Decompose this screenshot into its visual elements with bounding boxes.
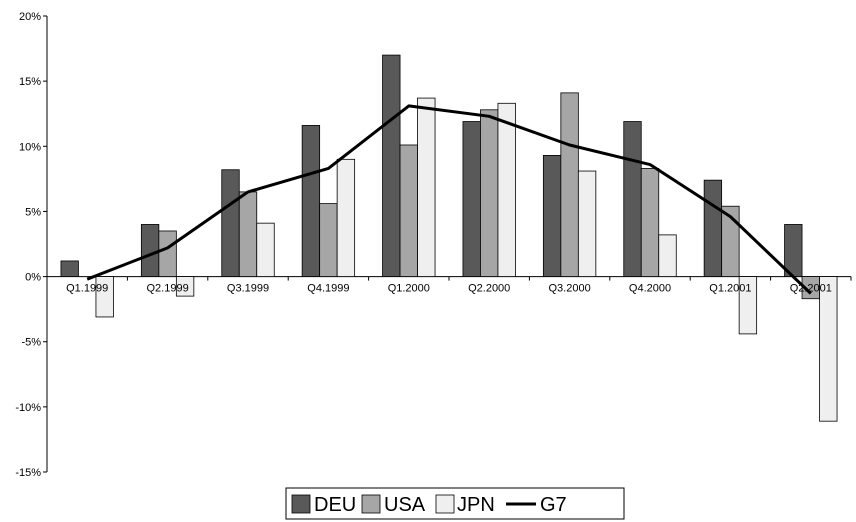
bar-jpn [336,158,356,277]
bar-jpn [658,234,677,277]
bar-usa [560,92,579,277]
legend-label-jpn: JPN [457,494,495,516]
bar-deu [623,121,642,277]
legend-label-deu: DEU [314,494,356,516]
legend-label-usa: USA [384,494,426,516]
plot-area: 20% 15% 10% 5% 0% -5% -10% -15% Q1.1999 Q2.1999 Q3… [15,11,852,479]
legend-label-g7: G7 [540,494,567,516]
x-category-label: Q2.2001 [790,283,832,295]
bar-usa [480,109,499,277]
y-tick-label: -5% [21,337,41,349]
bar-jpn [819,276,838,422]
bar-deu [221,169,240,277]
legend-box [285,487,625,520]
bar-jpn [95,276,114,318]
bar-deu [703,179,723,277]
y-tick-label: 0% [25,272,41,284]
bar-jpn [738,276,758,335]
y-tick-label: 10% [19,141,41,153]
x-category-label: Q4.1999 [307,283,349,295]
bar-deu [301,125,321,277]
bar-deu [462,121,481,277]
line-g7 [86,104,812,295]
bar-jpn [577,170,597,277]
bar-usa [238,191,258,277]
bar-deu [542,155,562,277]
bar-usa [319,203,338,277]
legend-swatch-deu [291,494,311,514]
y-tick-label: 20% [19,11,41,23]
x-category-label: Q4.2000 [629,283,671,295]
x-category-label: Q1.2000 [388,283,430,295]
y-tick-label: -10% [15,402,41,414]
bar-usa [158,230,177,277]
bar-usa [640,168,660,277]
legend: DEU USA JPN G7 [285,487,625,520]
bar-jpn [256,222,275,277]
x-category-label: Q2.2000 [468,283,510,295]
bar-jpn [175,276,195,297]
x-category-label: Q3.2000 [548,283,590,295]
bar-deu [784,224,803,277]
x-category-label: Q1.2001 [709,283,751,295]
bar-usa [399,144,418,277]
bar-usa [721,205,740,277]
bar-jpn [497,102,516,277]
bar-deu [60,260,79,277]
legend-swatch-usa [361,494,381,514]
bar-deu [140,224,160,277]
x-category-label: Q2.1999 [146,283,188,295]
legend-swatch-jpn [435,494,455,514]
y-tick-label: 5% [25,206,41,218]
x-category-label: Q1.1999 [66,283,108,295]
bar-jpn [417,97,436,277]
bar-deu [382,54,401,277]
y-tick-label: -15% [15,467,41,479]
x-category-label: Q3.1999 [227,283,269,295]
y-tick-label: 15% [19,76,41,88]
